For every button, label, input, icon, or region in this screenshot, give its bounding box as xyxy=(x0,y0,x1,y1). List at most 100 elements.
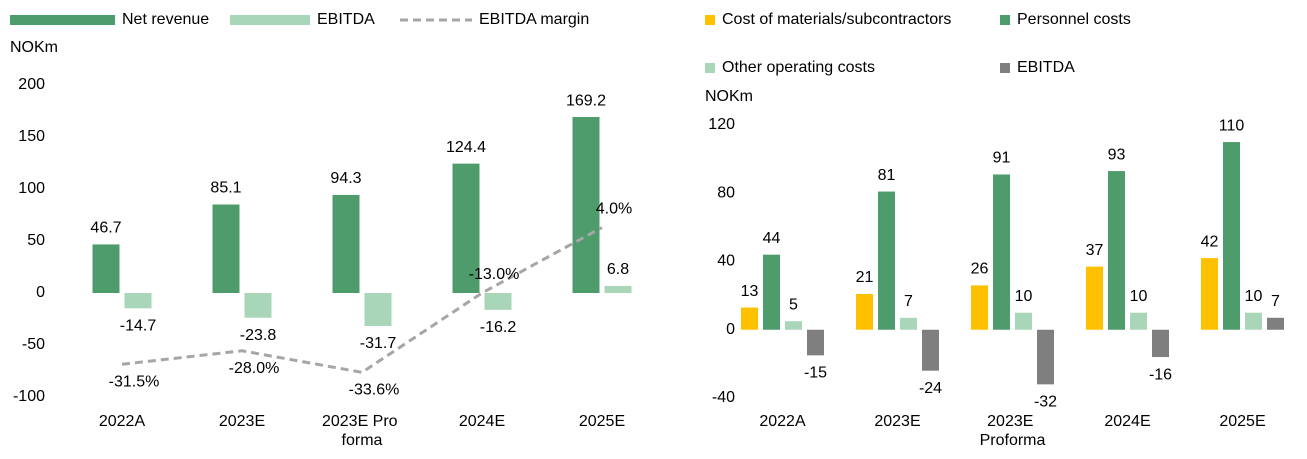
y-axis-label: NOKm xyxy=(705,88,753,105)
data-label: 10 xyxy=(1130,288,1148,305)
legend-label: Personnel costs xyxy=(1017,11,1131,28)
x-tick-label: 2023E xyxy=(219,413,265,430)
data-label: 42 xyxy=(1201,233,1219,250)
data-label: -13.0% xyxy=(469,266,520,283)
data-label: -28.0% xyxy=(229,360,280,377)
bar xyxy=(1130,312,1147,330)
bar xyxy=(807,329,824,356)
y-tick-label: 40 xyxy=(717,253,735,270)
legend-label: Net revenue xyxy=(122,11,209,28)
data-label: -14.7 xyxy=(120,318,157,335)
bar xyxy=(1086,266,1103,330)
data-label: 21 xyxy=(856,269,874,286)
y-tick-label: 0 xyxy=(36,284,45,301)
bar xyxy=(922,329,939,371)
x-tick-label: 2025E xyxy=(1219,413,1265,430)
x-tick-label: 2024E xyxy=(459,413,505,430)
y-tick-label: -40 xyxy=(712,389,735,406)
data-label: 91 xyxy=(993,150,1011,167)
bar xyxy=(1267,317,1284,330)
y-tick-label: 0 xyxy=(726,321,735,338)
y-tick-label: 200 xyxy=(18,76,45,93)
data-label: -31.7 xyxy=(360,335,397,352)
x-tick-label: 2022A xyxy=(759,413,806,430)
bar xyxy=(1015,312,1032,330)
data-label: 26 xyxy=(971,261,989,278)
bar xyxy=(856,293,873,330)
legend-label: EBITDA xyxy=(317,11,375,28)
x-tick-label: 2023E xyxy=(874,413,920,430)
y-tick-label: 120 xyxy=(708,116,735,133)
bar xyxy=(971,285,988,330)
data-label: -24 xyxy=(919,380,942,397)
bar xyxy=(572,117,600,293)
data-label: 169.2 xyxy=(566,92,606,109)
label-line: Proforma xyxy=(980,432,1046,449)
data-label: -16.2 xyxy=(480,319,517,336)
legend-label: Cost of materials/subcontractors xyxy=(722,11,951,28)
data-label: 5 xyxy=(789,296,798,313)
legend-swatch xyxy=(705,63,715,73)
bar xyxy=(212,204,240,293)
data-label: 7 xyxy=(904,293,913,310)
bar xyxy=(124,293,152,309)
x-tick-label: 2023E Proforma xyxy=(980,413,1046,449)
data-label: 46.7 xyxy=(90,220,121,237)
data-label: 10 xyxy=(1245,288,1263,305)
bar xyxy=(1245,312,1262,330)
x-tick-label: 2022A xyxy=(99,413,146,430)
y-axis-label: NOKm xyxy=(10,39,58,56)
bar xyxy=(1152,329,1169,358)
bar xyxy=(1037,329,1054,385)
bar xyxy=(364,293,392,326)
data-label: 85.1 xyxy=(210,180,241,197)
bar xyxy=(92,244,120,293)
y-tick-label: -50 xyxy=(22,336,45,353)
x-tick-label: 2023E Pro forma xyxy=(322,413,402,449)
data-label: 13 xyxy=(741,283,759,300)
legend-label: Other operating costs xyxy=(722,59,875,76)
y-tick-label: 150 xyxy=(18,128,45,145)
x-tick-label: 2024E xyxy=(1104,413,1150,430)
data-label: -16 xyxy=(1149,366,1172,383)
bar xyxy=(763,254,780,330)
label-line: 2023E Pro xyxy=(322,413,402,430)
data-label: -33.6% xyxy=(349,382,400,399)
data-label: 124.4 xyxy=(446,139,486,156)
data-label: 10 xyxy=(1015,288,1033,305)
legend-swatch xyxy=(230,15,310,25)
bar xyxy=(900,317,917,330)
legend-label: EBITDA xyxy=(1017,59,1075,76)
bar xyxy=(878,191,895,330)
data-label: 6.8 xyxy=(607,261,629,278)
data-label: 44 xyxy=(763,230,781,247)
legend-swatch xyxy=(705,15,715,25)
label-line: 2023E xyxy=(987,413,1038,430)
data-label: 37 xyxy=(1086,242,1104,259)
data-label: 93 xyxy=(1108,146,1126,163)
data-label: 110 xyxy=(1219,117,1245,134)
bar xyxy=(332,194,360,293)
y-tick-label: 50 xyxy=(27,232,45,249)
data-label: -31.5% xyxy=(109,373,160,390)
bar xyxy=(741,307,758,330)
data-label: -15 xyxy=(804,365,827,382)
x-tick-label: 2025E xyxy=(579,413,625,430)
legend-swatch xyxy=(1000,63,1010,73)
data-label: -32 xyxy=(1034,394,1057,411)
legend-swatch xyxy=(1000,15,1010,25)
bar xyxy=(244,293,272,318)
data-label: 7 xyxy=(1271,293,1280,310)
bar xyxy=(484,293,512,310)
legend-swatch xyxy=(10,15,115,25)
line xyxy=(121,226,603,374)
bar xyxy=(993,174,1010,330)
bar xyxy=(452,163,480,293)
bar xyxy=(785,321,802,330)
data-label: -23.8 xyxy=(240,327,277,344)
bar xyxy=(1201,258,1218,330)
legend-label: EBITDA margin xyxy=(479,11,589,28)
data-label: 81 xyxy=(878,167,896,184)
